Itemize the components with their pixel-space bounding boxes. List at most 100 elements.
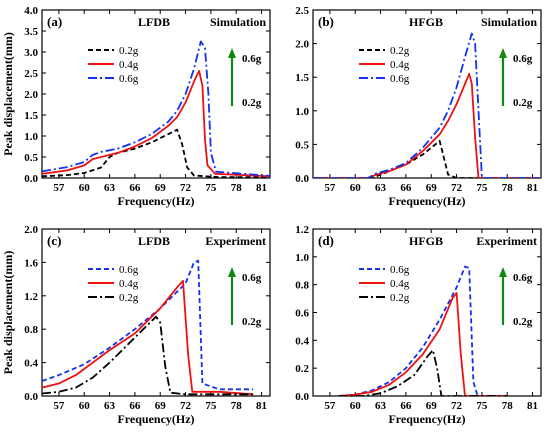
panel-tag-specimen: LFDB bbox=[138, 15, 170, 29]
x-tick-label: 57 bbox=[324, 400, 336, 412]
legend-label: 0.2g bbox=[390, 292, 410, 304]
arrow-head-icon bbox=[499, 267, 507, 277]
y-tick-label: 3.0 bbox=[24, 47, 38, 59]
x-tick-label: 60 bbox=[350, 400, 362, 412]
x-tick-label: 66 bbox=[400, 182, 412, 194]
panel-label: (c) bbox=[47, 233, 61, 248]
y-tick-label: 0.2 bbox=[295, 363, 309, 375]
y-tick-label: 1.5 bbox=[295, 72, 309, 84]
series-line-0_4g bbox=[42, 70, 270, 178]
chart-panel-2: 57 60 63 66 69 72 75 78 81 0.0 0.5 1.0 1.5 2.0 2.5 Freq… bbox=[295, 5, 542, 208]
series-line-0_2g bbox=[338, 349, 508, 396]
series-group bbox=[42, 40, 270, 178]
series-line-0_6g bbox=[42, 259, 254, 391]
x-tick-label: 60 bbox=[350, 182, 362, 194]
x-axis-label: Frequency(Hz) bbox=[388, 412, 465, 426]
panel-label: (b) bbox=[318, 14, 334, 29]
legend-label: 0.2g bbox=[119, 45, 139, 57]
panel-tag-method: Simulation bbox=[481, 15, 537, 29]
arrow-label-top: 0.6g bbox=[242, 53, 262, 65]
panel-tag-specimen: HFGB bbox=[409, 234, 443, 248]
arrow-label-top: 0.6g bbox=[242, 272, 262, 284]
x-tick-label: 75 bbox=[476, 400, 488, 412]
x-tick-label: 57 bbox=[324, 182, 336, 194]
y-tick-label: 1.2 bbox=[24, 291, 38, 303]
series-group bbox=[313, 32, 541, 178]
x-tick-label: 78 bbox=[502, 182, 514, 194]
legend-label: 0.4g bbox=[119, 278, 139, 290]
x-tick-label: 81 bbox=[256, 400, 267, 412]
y-tick-label: 0.0 bbox=[24, 391, 38, 403]
legend-label: 0.4g bbox=[119, 59, 139, 71]
panel-label: (d) bbox=[318, 233, 334, 248]
y-tick-label: 3.5 bbox=[24, 26, 38, 38]
y-tick-label: 0.5 bbox=[24, 152, 38, 164]
y-tick-label: 2.0 bbox=[295, 39, 309, 51]
x-tick-label: 63 bbox=[375, 400, 387, 412]
x-axis-label: Frequency(Hz) bbox=[388, 194, 465, 208]
y-tick-label: 0.6 bbox=[295, 308, 309, 320]
y-tick-label: 2.5 bbox=[295, 5, 309, 17]
x-tick-label: 63 bbox=[104, 182, 116, 194]
x-tick-label: 69 bbox=[155, 182, 167, 194]
panel-tag-method: Experiment bbox=[205, 234, 266, 248]
series-group bbox=[42, 259, 254, 396]
panel-tag-method: Experiment bbox=[476, 234, 537, 248]
series-line-0_2g bbox=[42, 128, 270, 178]
y-tick-label: 1.2 bbox=[295, 224, 309, 236]
series-line-0_4g bbox=[42, 279, 254, 396]
y-axis-label: Peak displacement(mm) bbox=[1, 32, 15, 156]
y-tick-label: 1.5 bbox=[24, 110, 38, 122]
plot-frame bbox=[312, 9, 542, 179]
arrow-label-top: 0.6g bbox=[513, 272, 533, 284]
legend-label: 0.4g bbox=[390, 278, 410, 290]
x-tick-label: 69 bbox=[155, 400, 167, 412]
series-line-0_6g bbox=[338, 265, 508, 396]
series-line-0_6g bbox=[313, 32, 541, 178]
arrow-head-icon bbox=[228, 48, 236, 58]
y-tick-label: 0.5 bbox=[295, 139, 309, 151]
series-line-0_2g bbox=[313, 140, 541, 178]
legend-label: 0.6g bbox=[119, 73, 139, 85]
x-axis-label: Frequency(Hz) bbox=[117, 194, 194, 208]
x-tick-label: 75 bbox=[205, 182, 217, 194]
x-tick-label: 57 bbox=[53, 400, 65, 412]
series-line-0_2g bbox=[42, 315, 254, 396]
legend-label: 0.4g bbox=[390, 59, 410, 71]
y-tick-label: 0.4 bbox=[24, 358, 38, 370]
panel-tag-method: Simulation bbox=[210, 15, 266, 29]
y-tick-label: 0.0 bbox=[295, 391, 309, 403]
arrow-label-bottom: 0.2g bbox=[513, 97, 533, 109]
series-line-0_4g bbox=[313, 72, 541, 178]
arrow-label-bottom: 0.2g bbox=[513, 316, 533, 328]
x-tick-label: 72 bbox=[180, 182, 192, 194]
legend-label: 0.2g bbox=[119, 292, 139, 304]
arrow-head-icon bbox=[499, 48, 507, 58]
x-tick-label: 75 bbox=[476, 182, 488, 194]
chart-panel-3: 57 60 63 66 69 72 75 78 81 0.0 0.4 0.8 1.2 1.6 2.0 Freq… bbox=[1, 224, 271, 426]
x-tick-label: 60 bbox=[79, 400, 91, 412]
y-axis-label: Peak displacement(mm) bbox=[1, 251, 15, 375]
x-tick-label: 69 bbox=[426, 400, 438, 412]
series-line-0_4g bbox=[338, 292, 508, 396]
chart-panel-4: 57 60 63 66 69 72 75 78 81 0.0 0.2 0.4 0.6 0.8 1.0 1.2 F… bbox=[295, 224, 542, 426]
arrow-head-icon bbox=[228, 267, 236, 277]
panel-tag-specimen: HFGB bbox=[409, 15, 443, 29]
x-tick-label: 66 bbox=[129, 182, 141, 194]
y-tick-label: 1.6 bbox=[24, 257, 38, 269]
y-tick-label: 0.8 bbox=[295, 280, 309, 292]
y-tick-label: 2.0 bbox=[24, 89, 38, 101]
legend-label: 0.6g bbox=[390, 264, 410, 276]
arrow-label-top: 0.6g bbox=[513, 53, 533, 65]
series-line-0_6g bbox=[42, 40, 270, 177]
x-tick-label: 60 bbox=[79, 182, 91, 194]
plot-frame bbox=[41, 9, 271, 179]
plot-frame bbox=[41, 228, 271, 397]
x-tick-label: 81 bbox=[256, 182, 267, 194]
x-tick-label: 78 bbox=[231, 400, 243, 412]
x-axis-label: Frequency(Hz) bbox=[117, 412, 194, 426]
x-tick-label: 66 bbox=[129, 400, 141, 412]
y-tick-label: 0.0 bbox=[24, 173, 38, 185]
chart-panel-1: 57 60 63 66 69 72 75 78 81 0.0 0.5 1.0 1.5 2.0 2.5 3.0 3… bbox=[1, 5, 271, 208]
